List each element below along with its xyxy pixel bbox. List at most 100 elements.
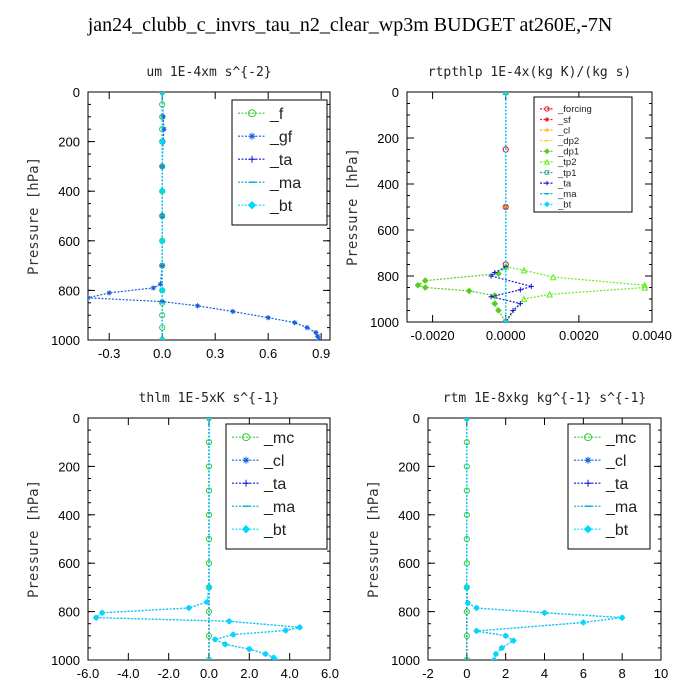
- legend-label: _ta: [557, 178, 572, 189]
- data-point: [473, 604, 480, 612]
- data-point: [221, 640, 229, 648]
- data-point: [157, 281, 164, 287]
- data-point: [473, 627, 480, 635]
- x-tick-label: 2: [502, 666, 509, 681]
- data-point: [246, 645, 253, 653]
- data-point: [98, 609, 106, 617]
- series-line-gf: [88, 92, 320, 340]
- x-tick-label: -2.0: [157, 666, 179, 681]
- data-point: [580, 619, 587, 626]
- data-point: [159, 263, 165, 269]
- legend-swatch-marker: [583, 524, 593, 534]
- y-tick-label: 600: [58, 556, 80, 571]
- data-point: [158, 187, 166, 195]
- data-point: [546, 290, 554, 298]
- data-point: [158, 237, 166, 245]
- data-point: [502, 318, 510, 322]
- data-point: [502, 92, 510, 96]
- data-point: [464, 599, 472, 607]
- data-point: [463, 584, 471, 591]
- data-point: [463, 418, 471, 422]
- x-tick-label: 0.0: [153, 346, 171, 361]
- data-point: [106, 290, 112, 296]
- legend-label: _bt: [557, 200, 572, 211]
- y-tick-label: 400: [58, 184, 80, 199]
- data-point: [158, 138, 166, 145]
- y-tick-label: 1000: [391, 653, 420, 668]
- legend-swatch-marker: [242, 479, 250, 487]
- data-point: [203, 598, 211, 606]
- data-point: [528, 283, 534, 289]
- legend-label: _ta: [269, 152, 292, 169]
- legend-label: _tp1: [557, 168, 577, 179]
- y-axis-label: Pressure [hPa]: [26, 480, 42, 598]
- x-tick-label: 0.0020: [559, 328, 599, 343]
- data-point: [549, 273, 557, 281]
- data-point: [150, 285, 156, 291]
- x-tick-label: 6: [580, 666, 587, 681]
- y-tick-label: 600: [398, 556, 420, 571]
- y-axis-label: Pressure [hPa]: [26, 157, 42, 275]
- data-point: [225, 617, 233, 625]
- legend-swatch-marker: [584, 433, 592, 442]
- data-point: [498, 644, 506, 652]
- x-tick-label: 8: [619, 666, 626, 681]
- y-tick-label: 1000: [51, 653, 80, 668]
- legend-label: _ma: [605, 499, 637, 516]
- legend-swatch-marker: [584, 479, 592, 487]
- series-group: [463, 418, 626, 660]
- y-tick-label: 200: [377, 131, 399, 146]
- x-tick-label: -2: [422, 666, 434, 681]
- chart-title: rtpthlp 1E-4x(kg K)/(kg s): [428, 65, 632, 80]
- legend-swatch-marker: [544, 170, 550, 175]
- data-point: [641, 283, 649, 291]
- y-tick-label: 600: [377, 223, 399, 238]
- chart-panel-1: um 1E-4xm s^{-2} 0 200 400 600 800 1000 -0.3 0.0…: [26, 65, 331, 361]
- y-tick-label: 800: [58, 605, 80, 620]
- data-point: [492, 269, 498, 276]
- legend-label: _forcing: [557, 104, 592, 115]
- y-tick-label: 0: [392, 85, 399, 100]
- legend-swatch-marker: [544, 106, 550, 112]
- data-point: [541, 609, 548, 617]
- legend-label: _mc: [605, 430, 636, 447]
- data-point: [492, 650, 500, 658]
- y-tick-label: 800: [398, 605, 420, 620]
- legend-label: _cl: [263, 453, 284, 470]
- legend-box: [567, 423, 651, 550]
- x-tick-label: 0.0000: [486, 328, 526, 343]
- legend-label: _gf: [269, 129, 293, 146]
- legend-label: _mc: [263, 430, 294, 447]
- data-point: [313, 329, 319, 336]
- legend-swatch-marker: [248, 155, 256, 163]
- data-point: [510, 637, 517, 644]
- chart-title: um 1E-4xm s^{-2}: [146, 65, 271, 80]
- y-tick-label: 1000: [370, 315, 399, 330]
- series-group: [414, 92, 649, 322]
- data-point: [206, 657, 212, 660]
- x-tick-label: -4.0: [117, 666, 139, 681]
- y-tick-label: 200: [58, 459, 80, 474]
- data-point: [282, 627, 289, 634]
- legend-swatch-marker: [584, 456, 592, 464]
- x-tick-label: 4: [541, 666, 548, 681]
- data-point: [205, 418, 213, 422]
- legend-label: _ta: [263, 476, 286, 493]
- legend-box: [533, 96, 633, 213]
- data-point: [158, 92, 166, 96]
- series-line-dp1: [416, 92, 507, 322]
- legend-label: _bt: [605, 522, 629, 539]
- data-point: [296, 624, 304, 631]
- data-point: [160, 114, 166, 120]
- x-tick-label: -0.3: [98, 346, 120, 361]
- data-point: [421, 284, 429, 291]
- chart-panel-2: rtpthlp 1E-4x(kg K)/(kg s) 0 200 400 600 800 1…: [345, 65, 672, 343]
- y-tick-label: 400: [58, 508, 80, 523]
- y-axis-label: Pressure [hPa]: [345, 148, 361, 266]
- y-tick-label: 200: [58, 135, 80, 150]
- legend-swatch-marker: [248, 109, 256, 118]
- data-point: [185, 604, 193, 612]
- legend-swatch-marker: [241, 524, 251, 534]
- data-point: [229, 631, 237, 638]
